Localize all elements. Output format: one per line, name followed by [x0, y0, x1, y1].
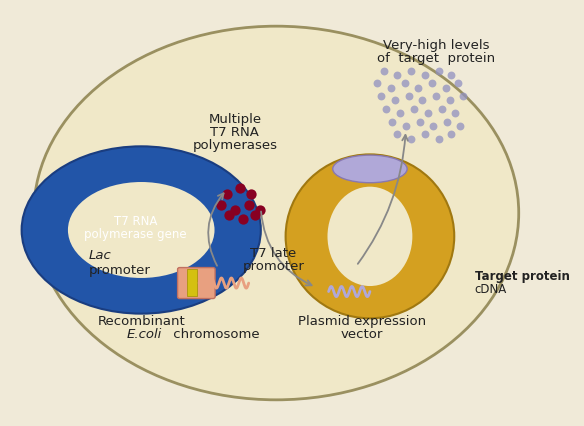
Point	[382, 106, 391, 112]
Point	[404, 93, 413, 100]
Point	[443, 118, 452, 125]
Point	[247, 190, 256, 197]
Text: Multiple: Multiple	[208, 113, 262, 126]
Point	[393, 131, 402, 138]
Point	[445, 97, 454, 104]
Point	[455, 123, 464, 130]
Point	[447, 72, 456, 78]
Ellipse shape	[328, 187, 412, 286]
Point	[393, 72, 402, 78]
Point	[453, 80, 463, 87]
Point	[395, 110, 405, 117]
Ellipse shape	[68, 182, 214, 278]
Point	[230, 206, 239, 213]
Text: vector: vector	[340, 328, 383, 340]
Point	[222, 190, 231, 197]
Point	[255, 206, 265, 213]
Point	[390, 97, 399, 104]
Point	[432, 93, 441, 100]
Point	[409, 106, 419, 112]
Point	[379, 67, 388, 74]
Point	[225, 212, 234, 219]
Ellipse shape	[22, 147, 261, 314]
Point	[400, 80, 409, 87]
Text: polymerase gene: polymerase gene	[85, 228, 187, 241]
Point	[244, 201, 253, 208]
Point	[376, 93, 385, 100]
Text: polymerases: polymerases	[192, 138, 277, 152]
Point	[451, 110, 460, 117]
Point	[420, 131, 430, 138]
Point	[423, 110, 433, 117]
Text: Lac: Lac	[89, 249, 112, 262]
Point	[420, 72, 430, 78]
Bar	[187, 270, 197, 296]
Text: Recombinant: Recombinant	[98, 315, 185, 328]
Text: promoter: promoter	[89, 264, 151, 277]
Point	[447, 131, 456, 138]
Text: of  target  protein: of target protein	[377, 52, 495, 64]
Point	[413, 84, 423, 91]
Point	[401, 123, 411, 130]
Point	[429, 123, 438, 130]
Point	[434, 135, 443, 142]
Text: T7 late: T7 late	[251, 247, 297, 260]
Point	[434, 67, 443, 74]
Point	[372, 80, 381, 87]
Point	[236, 184, 245, 191]
Point	[406, 135, 416, 142]
Text: Target protein: Target protein	[475, 270, 569, 283]
Ellipse shape	[34, 26, 519, 400]
Point	[387, 118, 397, 125]
Point	[217, 201, 226, 208]
Point	[458, 93, 467, 100]
Text: chromosome: chromosome	[169, 328, 259, 340]
Point	[406, 67, 416, 74]
Text: cDNA: cDNA	[475, 283, 507, 296]
Point	[386, 84, 395, 91]
Point	[415, 118, 424, 125]
Text: promoter: promoter	[242, 259, 304, 273]
Point	[418, 97, 427, 104]
Text: Very-high levels: Very-high levels	[383, 39, 489, 52]
Ellipse shape	[286, 154, 454, 318]
Point	[442, 84, 451, 91]
FancyBboxPatch shape	[178, 268, 215, 299]
Text: E.coli: E.coli	[126, 328, 162, 340]
Point	[427, 80, 437, 87]
Point	[437, 106, 446, 112]
Point	[251, 212, 260, 219]
Text: T7 RNA: T7 RNA	[114, 215, 158, 228]
Ellipse shape	[333, 155, 407, 183]
Text: Plasmid expression: Plasmid expression	[298, 315, 426, 328]
Text: T7 RNA: T7 RNA	[210, 126, 259, 139]
Point	[238, 216, 248, 223]
